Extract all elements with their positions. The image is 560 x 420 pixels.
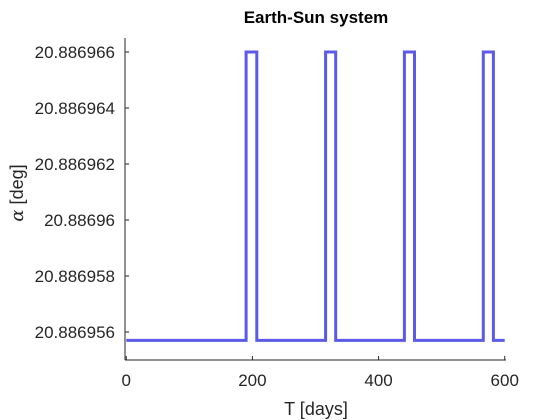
x-tick-label: 600 [491,371,519,390]
y-axis-label: α [deg] [7,164,28,221]
x-tick-label: 200 [238,371,266,390]
x-tick-label: 0 [122,371,131,390]
series-line [126,50,505,342]
series-layer [126,50,505,342]
y-axis-label-symbol: α [7,209,28,221]
y-axis-label-unit: [deg] [7,164,27,204]
y-tick-label: 20.886962 [35,155,115,174]
x-ticks: 0 200 400 600 [122,356,519,390]
plot-area: 20.886956 20.886958 20.88696 20.886962 20.88… [35,38,519,390]
y-tick-label: 20.886966 [35,43,115,62]
x-axis-label: T [days] [284,399,348,419]
y-tick-label: 20.886964 [35,99,115,118]
chart-title: Earth-Sun system [244,8,389,27]
y-ticks: 20.886956 20.886958 20.88696 20.886962 20.88… [35,43,129,342]
y-tick-label: 20.88696 [44,211,115,230]
y-tick-label: 20.886956 [35,323,115,342]
x-tick-label: 400 [364,371,392,390]
y-tick-label: 20.886958 [35,267,115,286]
